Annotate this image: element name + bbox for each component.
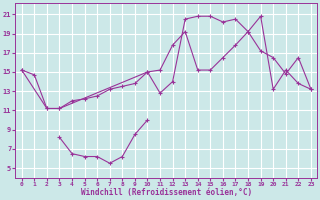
X-axis label: Windchill (Refroidissement éolien,°C): Windchill (Refroidissement éolien,°C) <box>81 188 252 197</box>
